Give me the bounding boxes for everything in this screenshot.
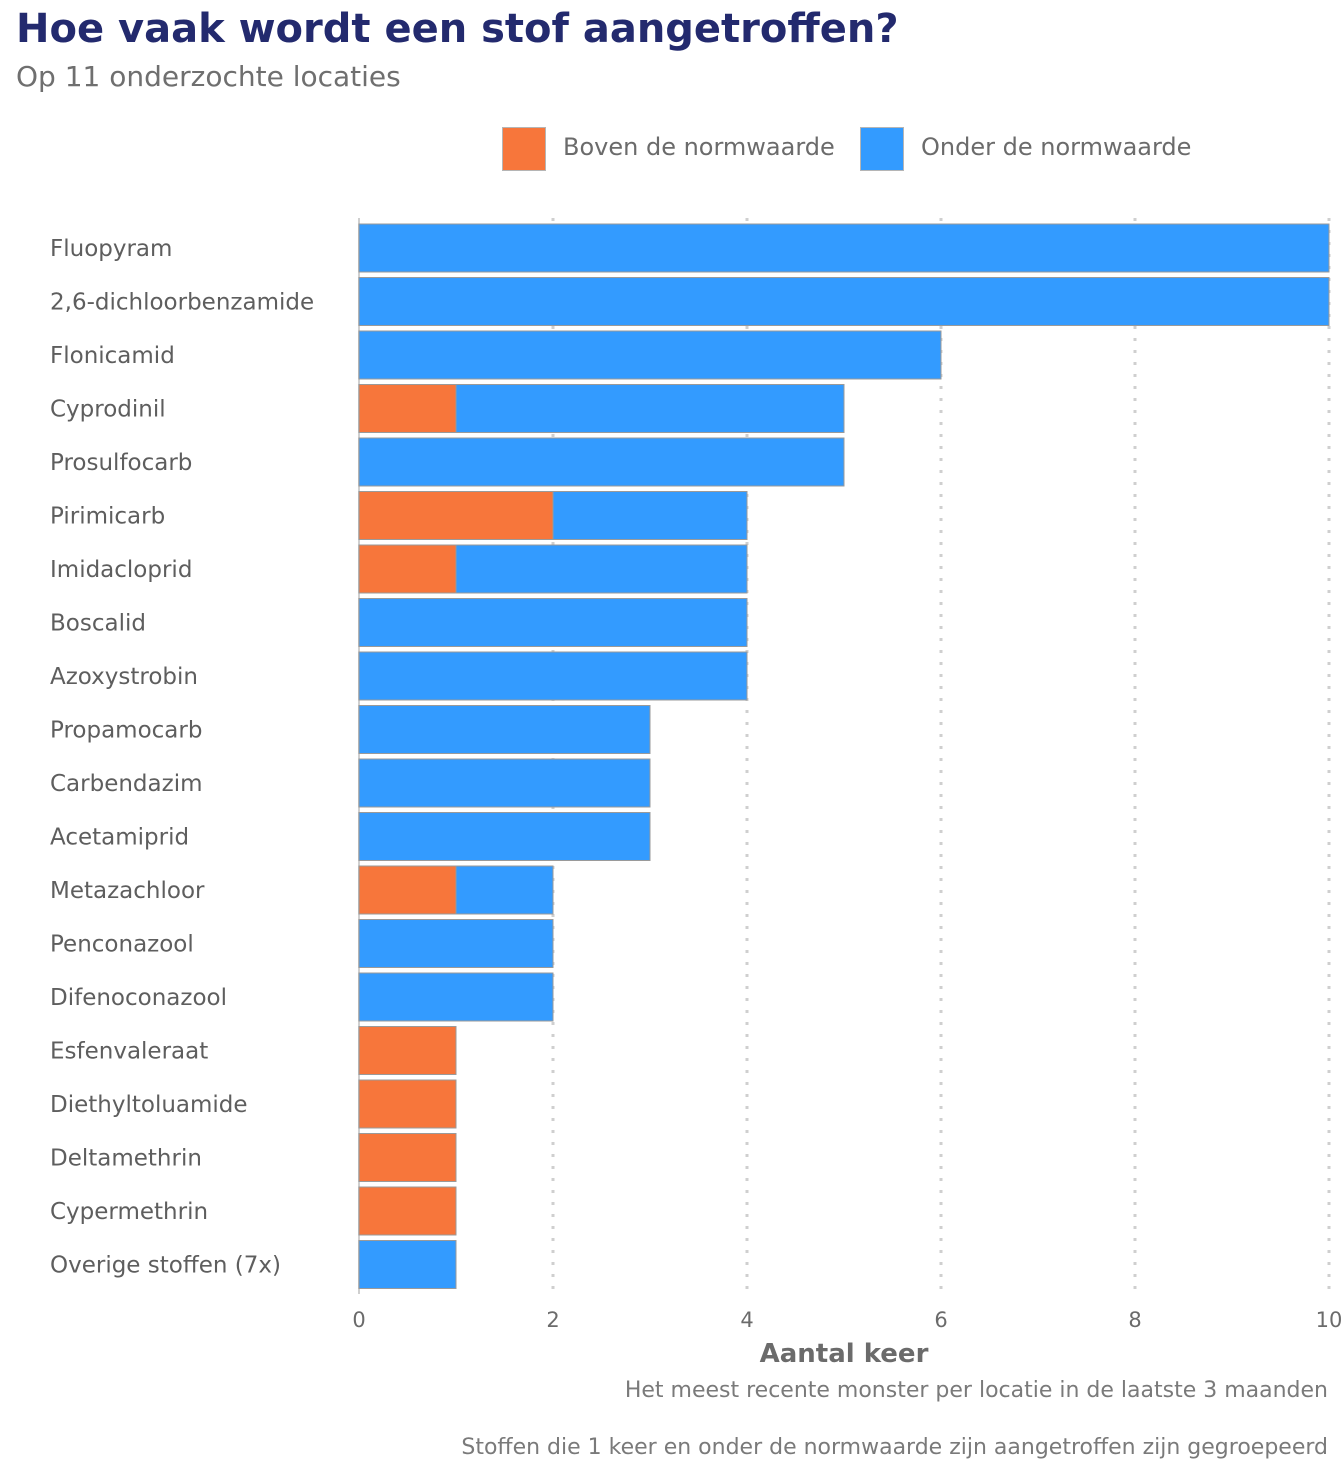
bar-below-norm <box>358 812 651 861</box>
bar-below-norm <box>358 437 845 487</box>
x-tick-label-10: 10 <box>1316 1308 1343 1332</box>
chart-subtitle: Op 11 onderzochte locaties <box>16 60 401 93</box>
category-label: Propamocarb <box>50 718 202 744</box>
category-label: Fluopyram <box>50 236 172 262</box>
category-label: Cyprodinil <box>50 397 166 423</box>
footnote-recent-sample: Het meest recente monster per locatie in… <box>624 1378 1328 1403</box>
bar-below-norm <box>358 1240 457 1289</box>
category-label: Difenoconazool <box>50 985 227 1011</box>
category-label: Penconazool <box>50 932 194 958</box>
bar-below-norm <box>358 598 748 647</box>
category-label: Boscalid <box>50 611 146 637</box>
bar-above-norm <box>358 1133 457 1182</box>
bar-above-norm <box>358 1186 457 1236</box>
bar-below-norm <box>552 491 748 540</box>
category-label: Esfenvaleraat <box>50 1039 208 1065</box>
category-label: 2,6-dichloorbenzamide <box>50 290 314 316</box>
category-label: Deltamethrin <box>50 1146 202 1172</box>
category-label: Overige stoffen (7x) <box>50 1253 281 1279</box>
x-tick-label-2: 2 <box>546 1308 559 1332</box>
footnote-grouped: Stoffen die 1 keer en onder de normwaard… <box>461 1435 1328 1460</box>
category-label: Carbendazim <box>50 771 203 797</box>
x-tick-label-0: 0 <box>352 1308 365 1332</box>
category-label: Azoxystrobin <box>50 664 198 690</box>
bar-below-norm <box>358 651 748 701</box>
category-label: Prosulfocarb <box>50 450 192 476</box>
bar-above-norm <box>358 1026 457 1075</box>
chart-title: Hoe vaak wordt een stof aangetroffen? <box>16 6 899 52</box>
bar-below-norm <box>455 865 554 915</box>
bar-above-norm <box>358 865 457 915</box>
bar-below-norm <box>455 384 845 433</box>
bar-below-norm <box>358 705 651 754</box>
legend-swatch-below <box>860 127 904 171</box>
bar-above-norm <box>358 384 457 433</box>
category-label: Flonicamid <box>50 343 175 369</box>
bar-below-norm <box>358 972 554 1022</box>
category-label: Imidacloprid <box>50 557 192 583</box>
bar-below-norm <box>358 277 1330 326</box>
category-label: Metazachloor <box>50 878 205 904</box>
x-tick-label-6: 6 <box>934 1308 947 1332</box>
legend-label-below: Onder de normwaarde <box>921 133 1192 161</box>
bar-below-norm <box>358 330 942 380</box>
bar-below-norm <box>358 758 651 808</box>
bar-below-norm <box>455 544 748 594</box>
bar-above-norm <box>358 1079 457 1129</box>
legend-label-above: Boven de normwaarde <box>563 133 835 161</box>
bar-below-norm <box>358 223 1330 273</box>
category-label: Diethyltoluamide <box>50 1092 248 1118</box>
bar-below-norm <box>358 919 554 968</box>
x-tick-label-8: 8 <box>1128 1308 1141 1332</box>
x-tick-label-4: 4 <box>740 1308 753 1332</box>
x-axis-title: Aantal keer <box>760 1339 929 1369</box>
category-label: Cypermethrin <box>50 1199 208 1225</box>
category-label: Pirimicarb <box>50 504 165 530</box>
legend-swatch-above <box>502 127 546 171</box>
bar-above-norm <box>358 544 457 594</box>
bar-above-norm <box>358 491 554 540</box>
category-label: Acetamiprid <box>50 825 189 851</box>
